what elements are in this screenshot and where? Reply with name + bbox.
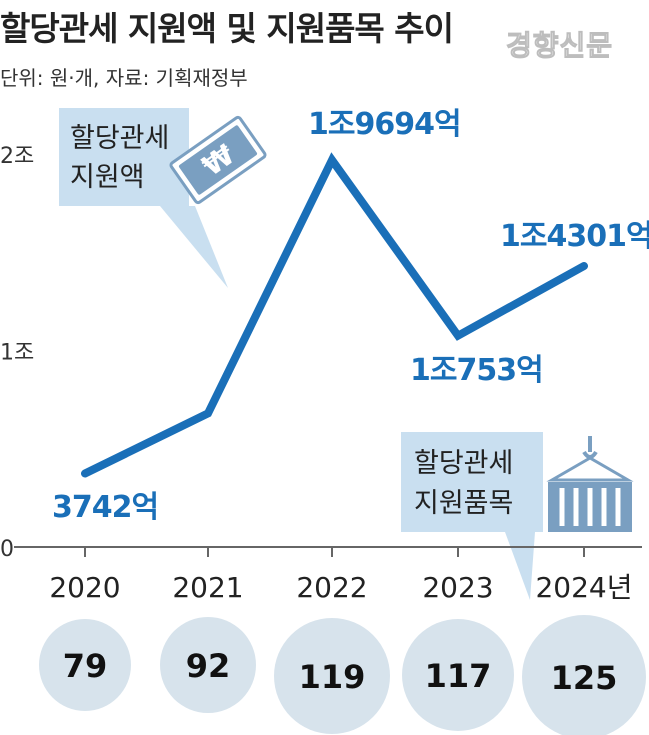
y-tick-label: 1조 <box>0 341 34 366</box>
item-count-label: 92 <box>186 647 231 685</box>
item-count-label: 119 <box>299 658 366 696</box>
data-labels-layer: 3742억 1조9694억 1조753억 1조4301억 <box>52 107 649 525</box>
data-label: 1조4301억 <box>500 219 649 254</box>
amount-callout-line2: 지원액 <box>70 162 145 193</box>
x-tick-label: 2024년 <box>535 571 632 604</box>
publisher-watermark: 경향신문 <box>505 29 613 63</box>
y-axis: 0 1조 2조 <box>0 144 34 562</box>
x-tick-label: 2021 <box>172 571 243 604</box>
data-label: 1조9694억 <box>308 107 461 142</box>
items-callout: 할당관세 지원품목 <box>401 432 634 600</box>
items-callout-box <box>401 432 543 532</box>
amount-callout-box <box>59 108 189 206</box>
item-count-bubble <box>274 618 390 734</box>
item-count-label: 117 <box>425 657 492 695</box>
data-label: 1조753억 <box>410 353 543 388</box>
item-count-label: 79 <box>63 647 108 685</box>
items-callout-line1: 할당관세 <box>414 448 513 479</box>
y-tick-label: 2조 <box>0 144 34 169</box>
shipping-container-icon <box>546 436 634 532</box>
series-layer <box>81 152 588 478</box>
series-line <box>81 152 588 478</box>
item-count-bubble <box>39 619 131 711</box>
item-count-bubbles: 79 92 119 117 125 <box>39 615 646 735</box>
y-tick-label: 0 <box>0 537 14 562</box>
amount-callout: ₩ 할당관세 지원액 <box>59 108 267 288</box>
amount-callout-pointer <box>160 206 228 288</box>
items-callout-pointer <box>505 532 535 600</box>
item-count-bubble <box>402 619 514 731</box>
x-tick-label: 2020 <box>49 571 120 604</box>
amount-callout-line1: 할당관세 <box>70 123 169 154</box>
x-tick-label: 2022 <box>296 571 367 604</box>
x-tick-label: 2023 <box>422 571 493 604</box>
item-count-bubble <box>522 615 646 735</box>
banknote-icon: ₩ <box>169 115 267 205</box>
data-label: 3742억 <box>52 490 158 525</box>
callouts-layer: ₩ 할당관세 지원액 <box>59 108 634 600</box>
items-callout-line2: 지원품목 <box>414 488 513 519</box>
item-count-bubble <box>160 617 256 713</box>
unit-source-note: 단위: 원·개, 자료: 기획재정부 <box>0 66 248 90</box>
x-axis: 2020 2021 2022 2023 2024년 <box>14 546 642 604</box>
item-count-label: 125 <box>551 659 618 697</box>
chart-title: 할당관세 지원액 및 지원품목 추이 <box>0 9 454 48</box>
